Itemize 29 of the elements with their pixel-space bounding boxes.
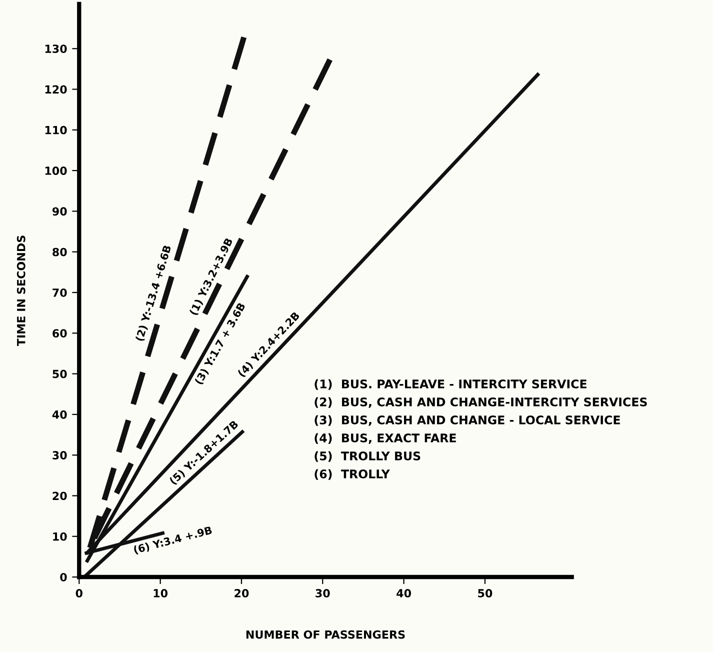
y-axis-title: TIME IN SECONDS xyxy=(16,236,26,346)
y-tick-label: 0 xyxy=(60,572,67,582)
annotation: (1) BUS. PAY-LEAVE - INTERCITY SERVICE xyxy=(314,379,586,390)
x-tick-label: 50 xyxy=(478,589,492,598)
annotation: (5) TROLLY BUS xyxy=(314,451,420,462)
y-tick-label: 20 xyxy=(52,492,67,500)
y-tick-label: 90 xyxy=(52,207,67,216)
y-tick-label: 100 xyxy=(45,166,67,175)
y-tick-label: 70 xyxy=(52,288,67,297)
y-tick-label: 110 xyxy=(45,126,67,134)
y-tick-label: 50 xyxy=(52,370,67,378)
annotation: (6) TROLLY xyxy=(314,469,390,480)
annotation: (3) BUS, CASH AND CHANGE - LOCAL SERVICE xyxy=(314,415,620,426)
y-tick-label: 80 xyxy=(52,248,67,256)
y-tick-label: 30 xyxy=(52,451,67,460)
x-axis-title: NUMBER OF PASSENGERS xyxy=(246,630,405,639)
y-tick-label: 10 xyxy=(53,532,67,541)
x-tick-label: 10 xyxy=(154,589,168,598)
y-tick-label: 120 xyxy=(45,85,67,94)
y-tick-label: 130 xyxy=(45,44,67,53)
annotation: (2) BUS, CASH AND CHANGE-INTERCITY SERVICES xyxy=(314,397,647,408)
annotation: (6) Y:3.4 +.9B xyxy=(133,526,213,555)
y-tick-label: 40 xyxy=(52,410,67,419)
x-tick-label: 0 xyxy=(76,589,82,598)
x-tick-label: 30 xyxy=(316,589,330,598)
x-tick-label: 40 xyxy=(396,589,412,598)
annotation: (4) BUS, EXACT FARE xyxy=(314,433,456,444)
y-tick-label: 60 xyxy=(52,329,67,338)
x-tick-label: 20 xyxy=(234,589,249,598)
